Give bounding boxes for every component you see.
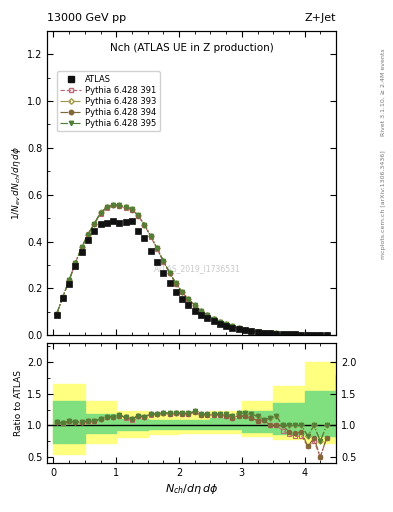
Text: Z+Jet: Z+Jet bbox=[305, 13, 336, 23]
Text: Rivet 3.1.10, ≥ 2.4M events: Rivet 3.1.10, ≥ 2.4M events bbox=[381, 48, 386, 136]
Text: ATLAS_2019_I1736531: ATLAS_2019_I1736531 bbox=[154, 264, 241, 273]
Y-axis label: Ratio to ATLAS: Ratio to ATLAS bbox=[14, 370, 23, 436]
Legend: ATLAS, Pythia 6.428 391, Pythia 6.428 393, Pythia 6.428 394, Pythia 6.428 395: ATLAS, Pythia 6.428 391, Pythia 6.428 39… bbox=[57, 72, 160, 132]
Y-axis label: $1/N_{ev}\,dN_{ch}/d\eta\,d\phi$: $1/N_{ev}\,dN_{ch}/d\eta\,d\phi$ bbox=[10, 146, 23, 220]
Text: Nch (ATLAS UE in Z production): Nch (ATLAS UE in Z production) bbox=[110, 43, 274, 53]
Text: mcplots.cern.ch [arXiv:1306.3436]: mcplots.cern.ch [arXiv:1306.3436] bbox=[381, 151, 386, 259]
Text: 13000 GeV pp: 13000 GeV pp bbox=[47, 13, 126, 23]
X-axis label: $N_{ch}/d\eta\,d\phi$: $N_{ch}/d\eta\,d\phi$ bbox=[165, 482, 219, 497]
